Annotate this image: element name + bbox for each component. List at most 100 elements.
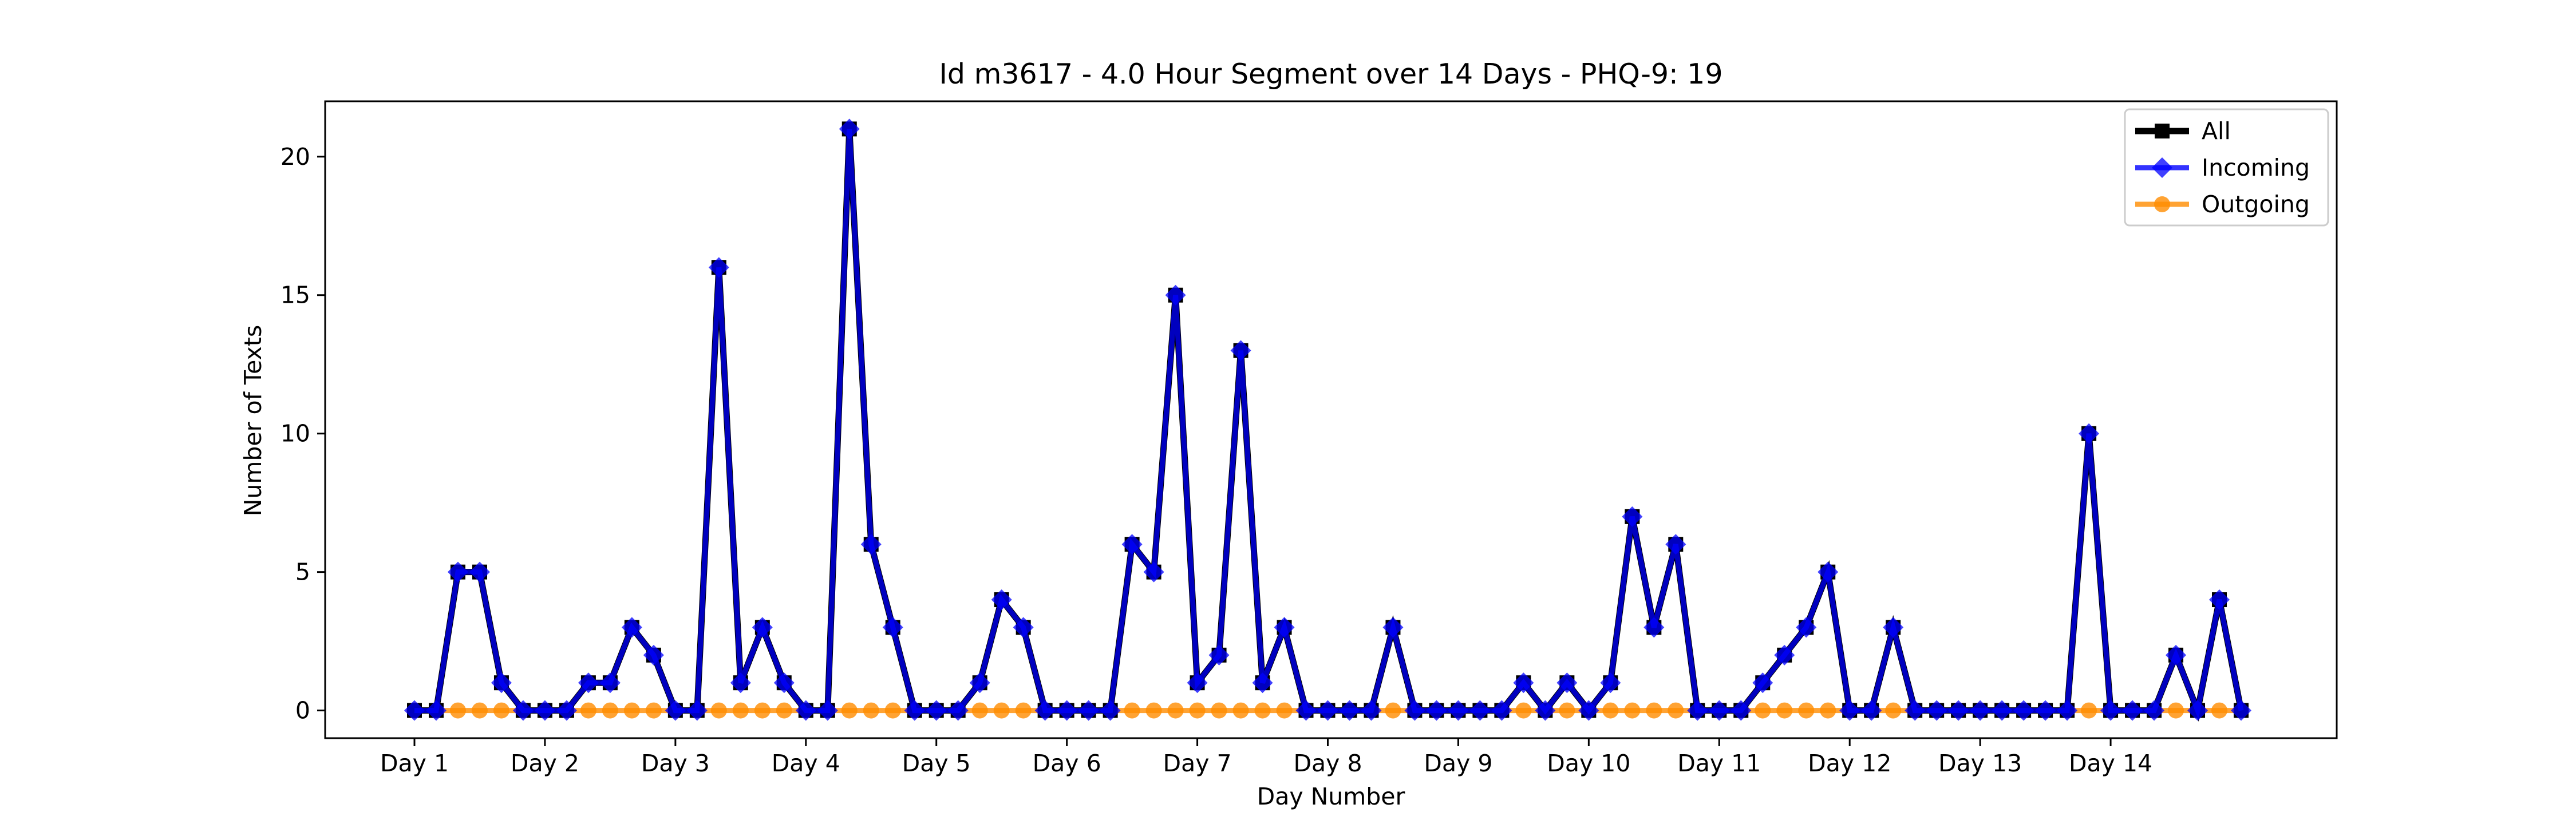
data-point-outgoing [1624,702,1641,719]
data-point-outgoing [841,702,858,719]
data-point-incoming [1730,700,1752,721]
data-point-incoming [2057,700,2078,721]
data-point-incoming [1448,700,1469,721]
data-point-incoming [1317,700,1338,721]
data-point-outgoing [1515,702,1532,719]
data-point-outgoing [754,702,771,719]
x-tick-label: Day 12 [1808,750,1891,777]
legend-item-outgoing: Outgoing [2135,191,2310,218]
data-point-incoming [1382,617,1404,638]
data-point-incoming [1252,672,1273,694]
data-point-incoming [1556,672,1578,694]
y-axis-title: Number of Texts [239,325,267,517]
x-tick-label: Day 10 [1547,750,1630,777]
x-tick-label: Day 11 [1677,750,1761,777]
data-point-incoming [1774,644,1795,665]
data-point-incoming [491,672,512,694]
data-point-incoming [512,700,534,721]
data-point-incoming [1861,700,1882,721]
legend-item-incoming: Incoming [2135,154,2310,181]
legend: All Incoming Outgoing [2124,108,2329,227]
data-point-outgoing [1820,702,1836,719]
x-tick-label: Day 4 [772,750,840,777]
data-point-outgoing [1254,702,1271,719]
data-point-incoming [2035,700,2056,721]
data-point-incoming [1426,700,1447,721]
data-point-incoming [578,672,599,694]
data-point-incoming [969,672,990,694]
data-point-outgoing [602,702,618,719]
data-point-outgoing [2081,702,2097,719]
data-point-outgoing [1885,702,1902,719]
data-point-incoming [599,672,621,694]
x-tick-label: Day 14 [2069,750,2152,777]
data-point-outgoing [1776,702,1793,719]
data-point-incoming [773,672,795,694]
data-point-incoming [425,700,447,721]
data-point-outgoing [1559,702,1575,719]
data-point-incoming [1578,700,1599,721]
data-point-incoming [1709,700,1730,721]
data-point-outgoing [493,702,509,719]
data-point-incoming [1034,700,1056,721]
axes: 0 5 10 15 20 Day 1 Day 2 Day 3 Day 4 Day 5 Day 6 Da… [280,100,2338,777]
data-point-incoming [534,700,555,721]
data-point-outgoing [863,702,879,719]
data-point-incoming [1948,700,1969,721]
data-point-incoming [2144,700,2165,721]
data-point-incoming [447,561,468,583]
legend-marker-all [2155,124,2170,138]
data-point-incoming [1535,700,1556,721]
data-point-outgoing [1798,702,1815,719]
data-point-incoming [1274,617,1295,638]
data-point-incoming [2100,700,2121,721]
legend-item-all: All [2135,117,2231,145]
data-point-outgoing [1668,702,1684,719]
data-point-incoming [1165,284,1186,306]
series-incoming [404,118,2251,721]
data-point-incoming [665,700,686,721]
data-point-incoming [1970,700,1991,721]
x-tick-label: Day 9 [1424,750,1492,777]
legend-label-incoming: Incoming [2202,154,2310,181]
data-point-incoming [686,700,708,721]
x-tick-label: Day 8 [1293,750,1362,777]
data-point-incoming [2187,700,2208,721]
data-point-incoming [469,561,490,583]
data-point-incoming [1665,534,1686,555]
data-point-incoming [1143,561,1164,583]
data-point-outgoing [993,702,1010,719]
data-point-incoming [2231,700,2251,721]
data-point-outgoing [1232,702,1249,719]
legend-marker-incoming [2152,157,2172,178]
data-point-incoming [1752,672,1773,694]
data-point-incoming [404,700,425,721]
x-tick-label: Day 3 [641,750,710,777]
data-point-outgoing [1276,702,1293,719]
data-point-incoming [882,617,903,638]
legend-box [2124,108,2329,227]
data-point-incoming [1687,700,1708,721]
x-tick-label: Day 5 [902,750,971,777]
series-line-incoming [414,129,2244,720]
data-point-incoming [1187,672,1208,694]
data-point-incoming [1926,700,1947,721]
x-tick-label: Day 13 [1938,750,2022,777]
x-axis-title: Day Number [1257,783,1405,810]
series-layer [404,118,2251,722]
plot-frame [324,100,2338,739]
data-point-incoming [1361,700,1382,721]
data-point-incoming [2209,589,2230,611]
data-point-outgoing [710,702,727,719]
data-point-outgoing [1145,702,1162,719]
data-point-outgoing [776,702,792,719]
data-point-incoming [1121,534,1143,555]
x-tick-label: Day 7 [1163,750,1232,777]
series-line-all [414,129,2245,722]
data-point-incoming [991,589,1012,611]
data-point-incoming [1600,672,1621,694]
x-tick-label: Day 6 [1033,750,1101,777]
data-point-incoming [1883,617,1904,638]
data-point-outgoing [971,702,988,719]
